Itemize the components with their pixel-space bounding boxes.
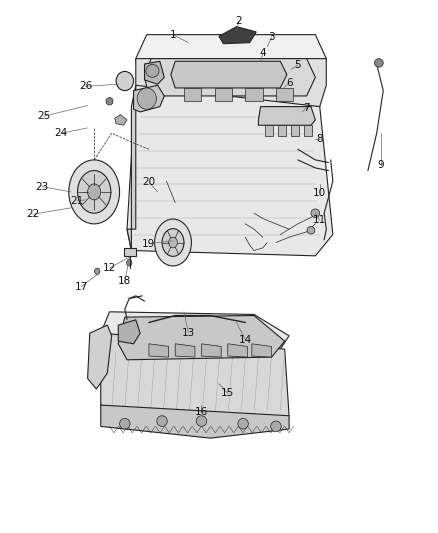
Polygon shape <box>145 59 315 96</box>
Polygon shape <box>136 59 326 107</box>
Text: 18: 18 <box>118 277 131 286</box>
Polygon shape <box>278 125 286 136</box>
Polygon shape <box>252 344 272 357</box>
Polygon shape <box>304 125 312 136</box>
Polygon shape <box>127 85 333 256</box>
Polygon shape <box>171 61 287 88</box>
Text: 14: 14 <box>239 335 252 344</box>
Polygon shape <box>101 312 289 349</box>
Ellipse shape <box>157 416 167 426</box>
Text: 11: 11 <box>313 215 326 225</box>
Polygon shape <box>145 61 164 84</box>
Text: 25: 25 <box>37 111 50 121</box>
Polygon shape <box>101 333 289 429</box>
Ellipse shape <box>116 71 134 91</box>
Text: 17: 17 <box>74 282 88 292</box>
Text: 6: 6 <box>286 78 293 87</box>
Text: 26: 26 <box>79 82 92 91</box>
Text: 3: 3 <box>268 33 275 42</box>
Ellipse shape <box>155 219 191 266</box>
Text: 21: 21 <box>70 196 83 206</box>
Polygon shape <box>258 107 315 125</box>
Polygon shape <box>291 125 299 136</box>
Polygon shape <box>134 85 164 112</box>
Ellipse shape <box>196 416 207 426</box>
Ellipse shape <box>311 209 320 217</box>
Polygon shape <box>118 320 140 344</box>
Polygon shape <box>175 344 195 357</box>
Polygon shape <box>219 27 256 44</box>
Polygon shape <box>127 85 136 251</box>
Polygon shape <box>201 344 221 357</box>
Text: 19: 19 <box>142 239 155 248</box>
Polygon shape <box>118 316 285 360</box>
Polygon shape <box>215 88 232 101</box>
Text: 4: 4 <box>259 49 266 58</box>
Ellipse shape <box>162 229 184 256</box>
Polygon shape <box>101 405 289 438</box>
Ellipse shape <box>127 260 132 266</box>
Text: 24: 24 <box>55 128 68 138</box>
Ellipse shape <box>307 227 315 234</box>
Text: 2: 2 <box>235 17 242 26</box>
Polygon shape <box>228 344 247 357</box>
Text: 16: 16 <box>195 407 208 417</box>
Polygon shape <box>184 88 201 101</box>
Ellipse shape <box>88 184 101 200</box>
Text: 12: 12 <box>103 263 116 273</box>
Ellipse shape <box>106 98 113 105</box>
Text: 20: 20 <box>142 177 155 187</box>
Text: 13: 13 <box>182 328 195 337</box>
Polygon shape <box>276 88 293 101</box>
Polygon shape <box>88 325 112 389</box>
Ellipse shape <box>69 160 120 224</box>
Ellipse shape <box>120 418 130 429</box>
Text: 22: 22 <box>26 209 39 219</box>
Polygon shape <box>245 88 263 101</box>
Text: 10: 10 <box>313 189 326 198</box>
Polygon shape <box>136 35 326 85</box>
Ellipse shape <box>137 88 156 109</box>
Text: 1: 1 <box>170 30 177 39</box>
Ellipse shape <box>146 64 159 77</box>
Polygon shape <box>115 115 127 125</box>
Ellipse shape <box>169 237 177 248</box>
Ellipse shape <box>271 421 281 432</box>
Ellipse shape <box>78 171 111 213</box>
Ellipse shape <box>238 418 248 429</box>
Ellipse shape <box>374 59 383 67</box>
Text: 8: 8 <box>316 134 323 143</box>
Text: 15: 15 <box>221 389 234 398</box>
Text: 7: 7 <box>303 103 310 112</box>
Text: 9: 9 <box>378 160 385 170</box>
Polygon shape <box>265 125 273 136</box>
Polygon shape <box>149 344 169 357</box>
Ellipse shape <box>95 268 100 274</box>
Text: 23: 23 <box>35 182 48 191</box>
Text: 5: 5 <box>294 60 301 70</box>
Polygon shape <box>124 248 136 256</box>
